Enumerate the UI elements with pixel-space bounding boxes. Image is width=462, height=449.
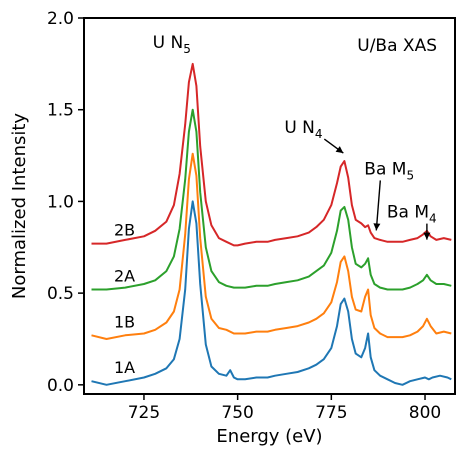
series-label-2a: 2A xyxy=(114,266,135,285)
x-tick-label: 775 xyxy=(315,403,347,423)
peak-annotation: Ba M5 xyxy=(364,159,414,182)
ticks-layer: 725 750 775 800 0.0 0.5 1.0 1.5 2.0 xyxy=(47,9,441,423)
series-layer xyxy=(91,62,452,386)
y-tick-label: 1.0 xyxy=(47,192,74,212)
series-label-2b: 2B xyxy=(114,221,135,240)
x-tick-label: 725 xyxy=(128,403,160,423)
series-line-2b xyxy=(91,62,452,247)
peak-annotation: U N4 xyxy=(284,118,322,141)
peak-annotation: U N5 xyxy=(153,33,191,56)
plot-frame xyxy=(83,17,456,395)
y-tick-label: 0.0 xyxy=(47,376,74,396)
x-tick-label: 800 xyxy=(409,403,441,423)
series-line-2a xyxy=(91,108,452,291)
annotation-arrow-head xyxy=(423,232,431,240)
annotation-arrow-head xyxy=(373,223,381,231)
annotation-arrow-line xyxy=(375,180,382,231)
chart-title: U/Ba XAS xyxy=(357,36,437,56)
peak-annotation: Ba M4 xyxy=(387,203,437,226)
x-tick-label: 750 xyxy=(221,403,253,423)
y-tick-label: 1.5 xyxy=(47,101,74,121)
series-label-1b: 1B xyxy=(114,312,135,331)
y-tick-label: 2.0 xyxy=(47,9,74,29)
series-label-1a: 1A xyxy=(114,358,135,377)
annotation-arrow-head xyxy=(335,146,344,154)
x-axis-label: Energy (eV) xyxy=(216,426,322,447)
y-tick-label: 0.5 xyxy=(47,284,74,304)
labels-layer: 1A 1B 2A 2B U N5 U N4 Ba M5 Ba M4 xyxy=(114,33,437,377)
series-line-1b xyxy=(91,152,452,340)
series-line-1a xyxy=(91,200,452,386)
y-axis-label: Normalized Intensity xyxy=(9,113,30,299)
